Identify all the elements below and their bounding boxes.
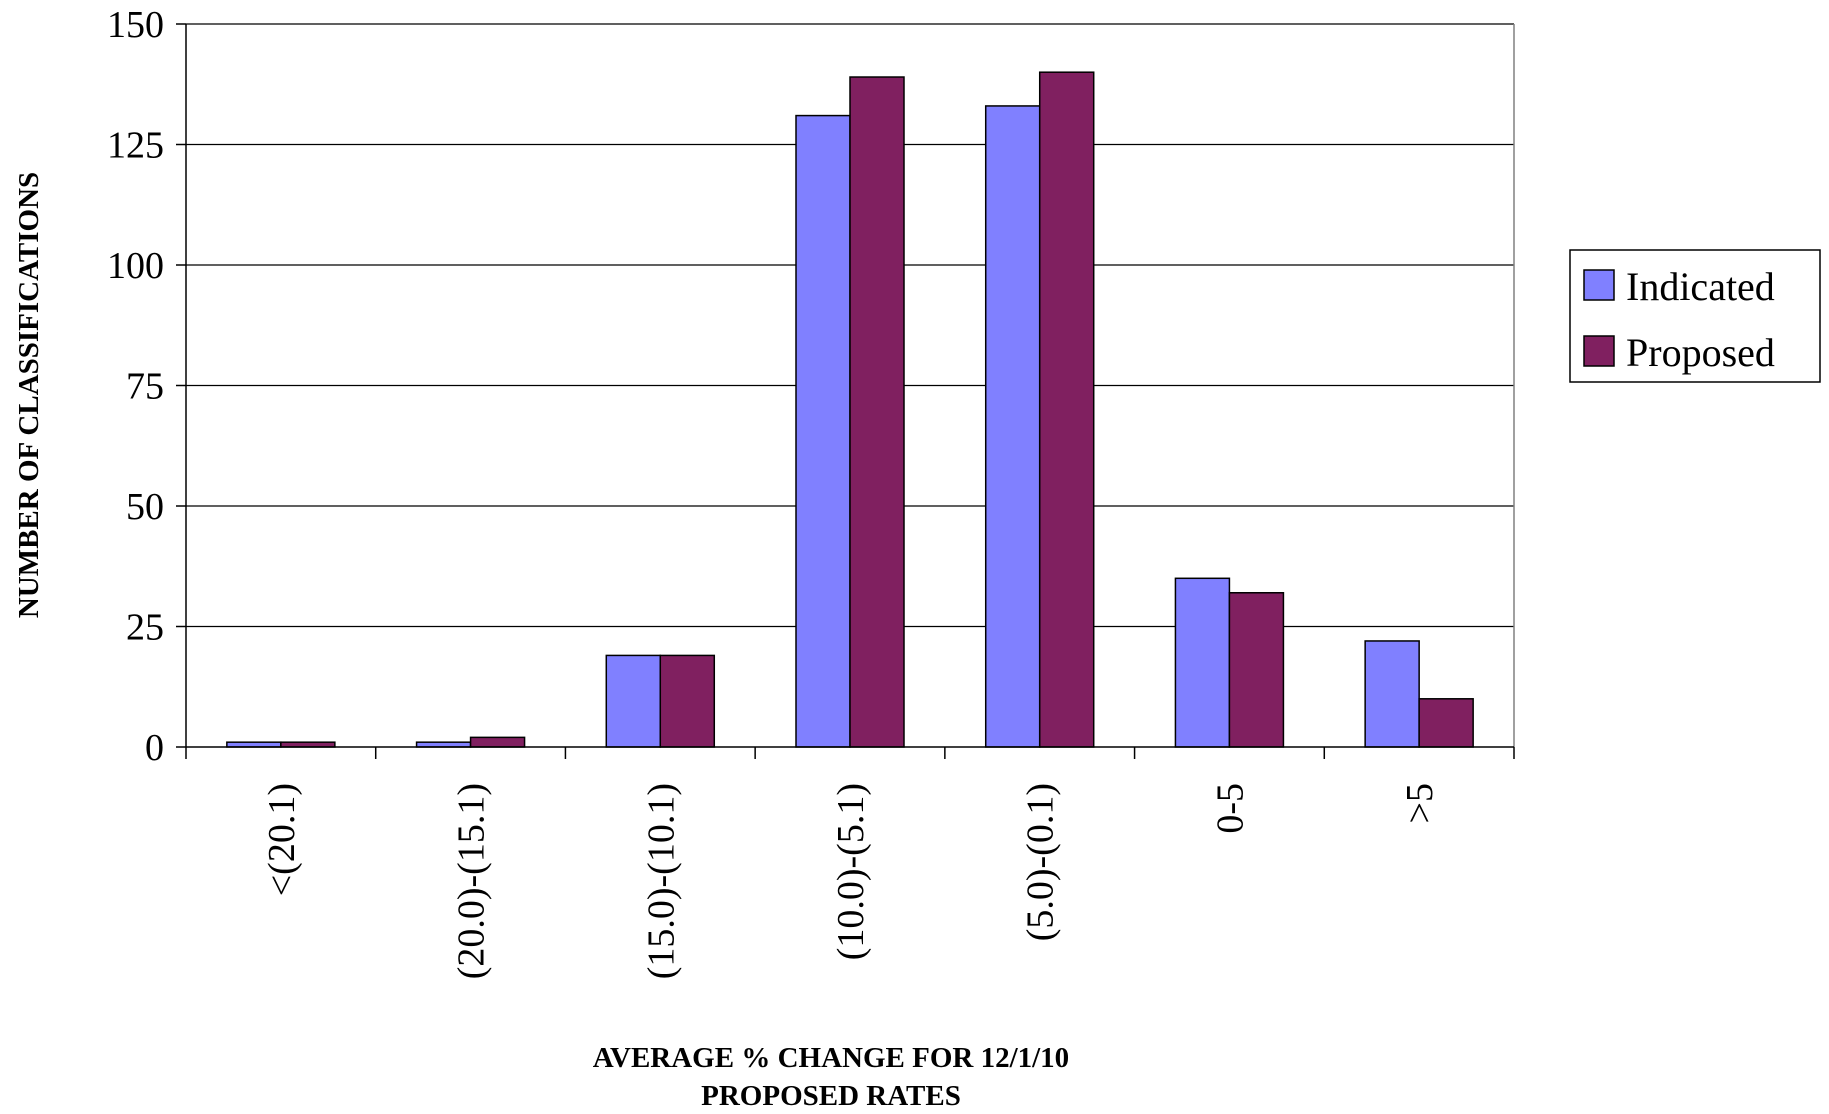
x-category-label: (5.0)-(0.1) xyxy=(1020,783,1062,941)
bar-proposed-6 xyxy=(1418,698,1474,748)
y-tick-label: 0 xyxy=(145,727,164,769)
x-category-labels: <(20.1) (20.0)-(15.1) (15.0)-(10.1) (10.0)-… xyxy=(261,783,1441,979)
bar-proposed-3 xyxy=(849,76,905,748)
y-tick-label: 50 xyxy=(126,486,164,528)
bar-indicated-2 xyxy=(605,654,662,748)
y-axis-title: NUMBER OF CLASSIFICATIONS xyxy=(13,172,45,618)
x-category-label: <(20.1) xyxy=(261,783,303,896)
axes xyxy=(176,23,1515,759)
bar-proposed-1 xyxy=(469,736,526,748)
legend-swatch-proposed xyxy=(1583,335,1615,367)
bar-indicated-4 xyxy=(984,105,1041,748)
bar-indicated-5 xyxy=(1174,577,1231,748)
x-category-label: (20.0)-(15.1) xyxy=(451,783,493,979)
x-category-label: (10.0)-(5.1) xyxy=(830,783,872,960)
bar-indicated-3 xyxy=(795,114,851,748)
legend-label-indicated: Indicated xyxy=(1626,264,1775,309)
y-tick-label: 25 xyxy=(126,607,164,649)
x-category-label: >5 xyxy=(1399,783,1441,823)
x-category-label: (15.0)-(10.1) xyxy=(640,783,682,979)
legend-swatch-indicated xyxy=(1583,269,1615,301)
x-category-label: 0-5 xyxy=(1209,783,1251,834)
bar-proposed-4 xyxy=(1038,71,1095,748)
bar-indicated-6 xyxy=(1364,640,1420,748)
legend-label-proposed: Proposed xyxy=(1626,330,1775,375)
x-axis-title-line-1: AVERAGE % CHANGE FOR 12/1/10 xyxy=(593,1042,1069,1074)
y-tick-label: 125 xyxy=(107,125,164,167)
x-axis-title-line-2: PROPOSED RATES xyxy=(701,1080,961,1112)
legend: Indicated Proposed xyxy=(1569,249,1821,383)
y-tick-label: 100 xyxy=(107,245,164,287)
y-tick-labels: 0 25 50 75 100 125 150 xyxy=(107,4,164,769)
bars xyxy=(226,71,1474,748)
y-tick-label: 150 xyxy=(107,4,164,46)
y-tick-label: 75 xyxy=(126,366,164,408)
bar-proposed-5 xyxy=(1228,592,1285,748)
bar-proposed-2 xyxy=(659,654,716,748)
